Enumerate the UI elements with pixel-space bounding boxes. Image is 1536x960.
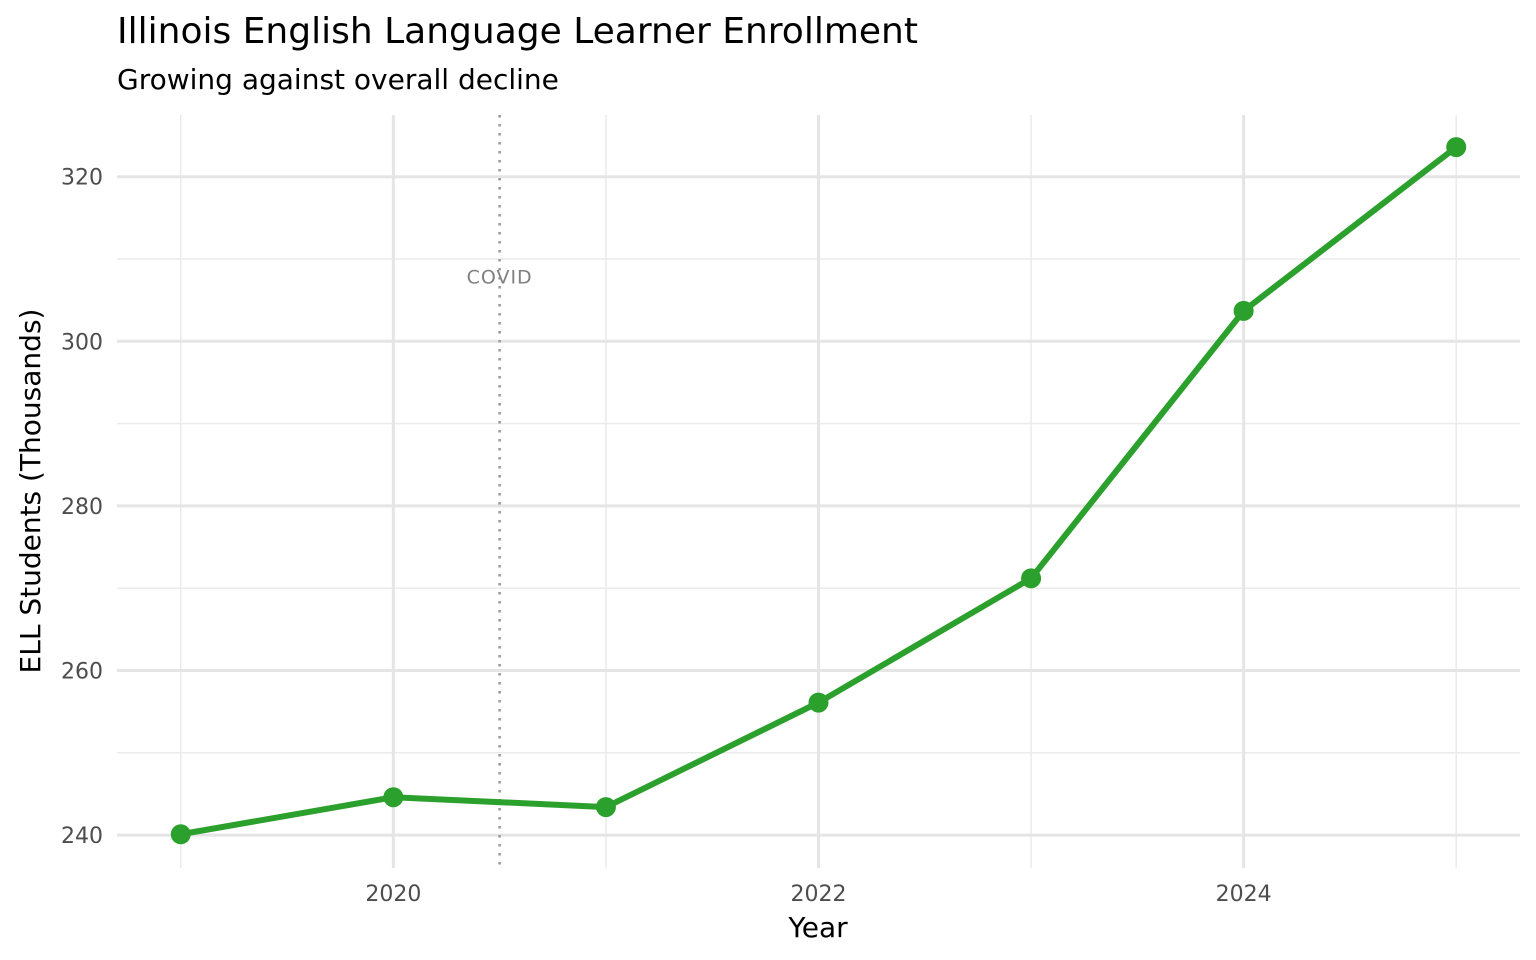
covid-label: COVID xyxy=(467,267,533,289)
x-tick-label: 2022 xyxy=(791,882,847,907)
y-tick-label: 260 xyxy=(61,659,103,684)
data-point xyxy=(1021,568,1042,589)
data-point xyxy=(595,797,616,818)
data-point xyxy=(383,787,404,808)
y-axis-title: ELL Students (Thousands) xyxy=(14,309,47,674)
x-axis-ticks: 2020 2022 2024 xyxy=(365,882,1271,907)
y-tick-label: 280 xyxy=(61,495,103,520)
data-point xyxy=(170,824,191,845)
annotations: COVID xyxy=(467,115,533,868)
chart-title: Illinois English Language Learner Enroll… xyxy=(117,11,918,52)
chart-subtitle: Growing against overall decline xyxy=(117,63,559,96)
data-point xyxy=(1233,300,1254,321)
y-tick-label: 300 xyxy=(61,330,103,355)
x-tick-label: 2020 xyxy=(365,882,421,907)
x-tick-label: 2024 xyxy=(1216,882,1272,907)
x-axis-title: Year xyxy=(787,911,848,944)
data-point xyxy=(808,692,829,713)
y-tick-label: 320 xyxy=(61,166,103,191)
major-gridlines xyxy=(117,115,1520,868)
y-axis-ticks: 240 260 280 300 320 xyxy=(61,166,103,849)
data-point xyxy=(1446,137,1467,158)
y-tick-label: 240 xyxy=(61,824,103,849)
series-group xyxy=(170,137,1467,845)
